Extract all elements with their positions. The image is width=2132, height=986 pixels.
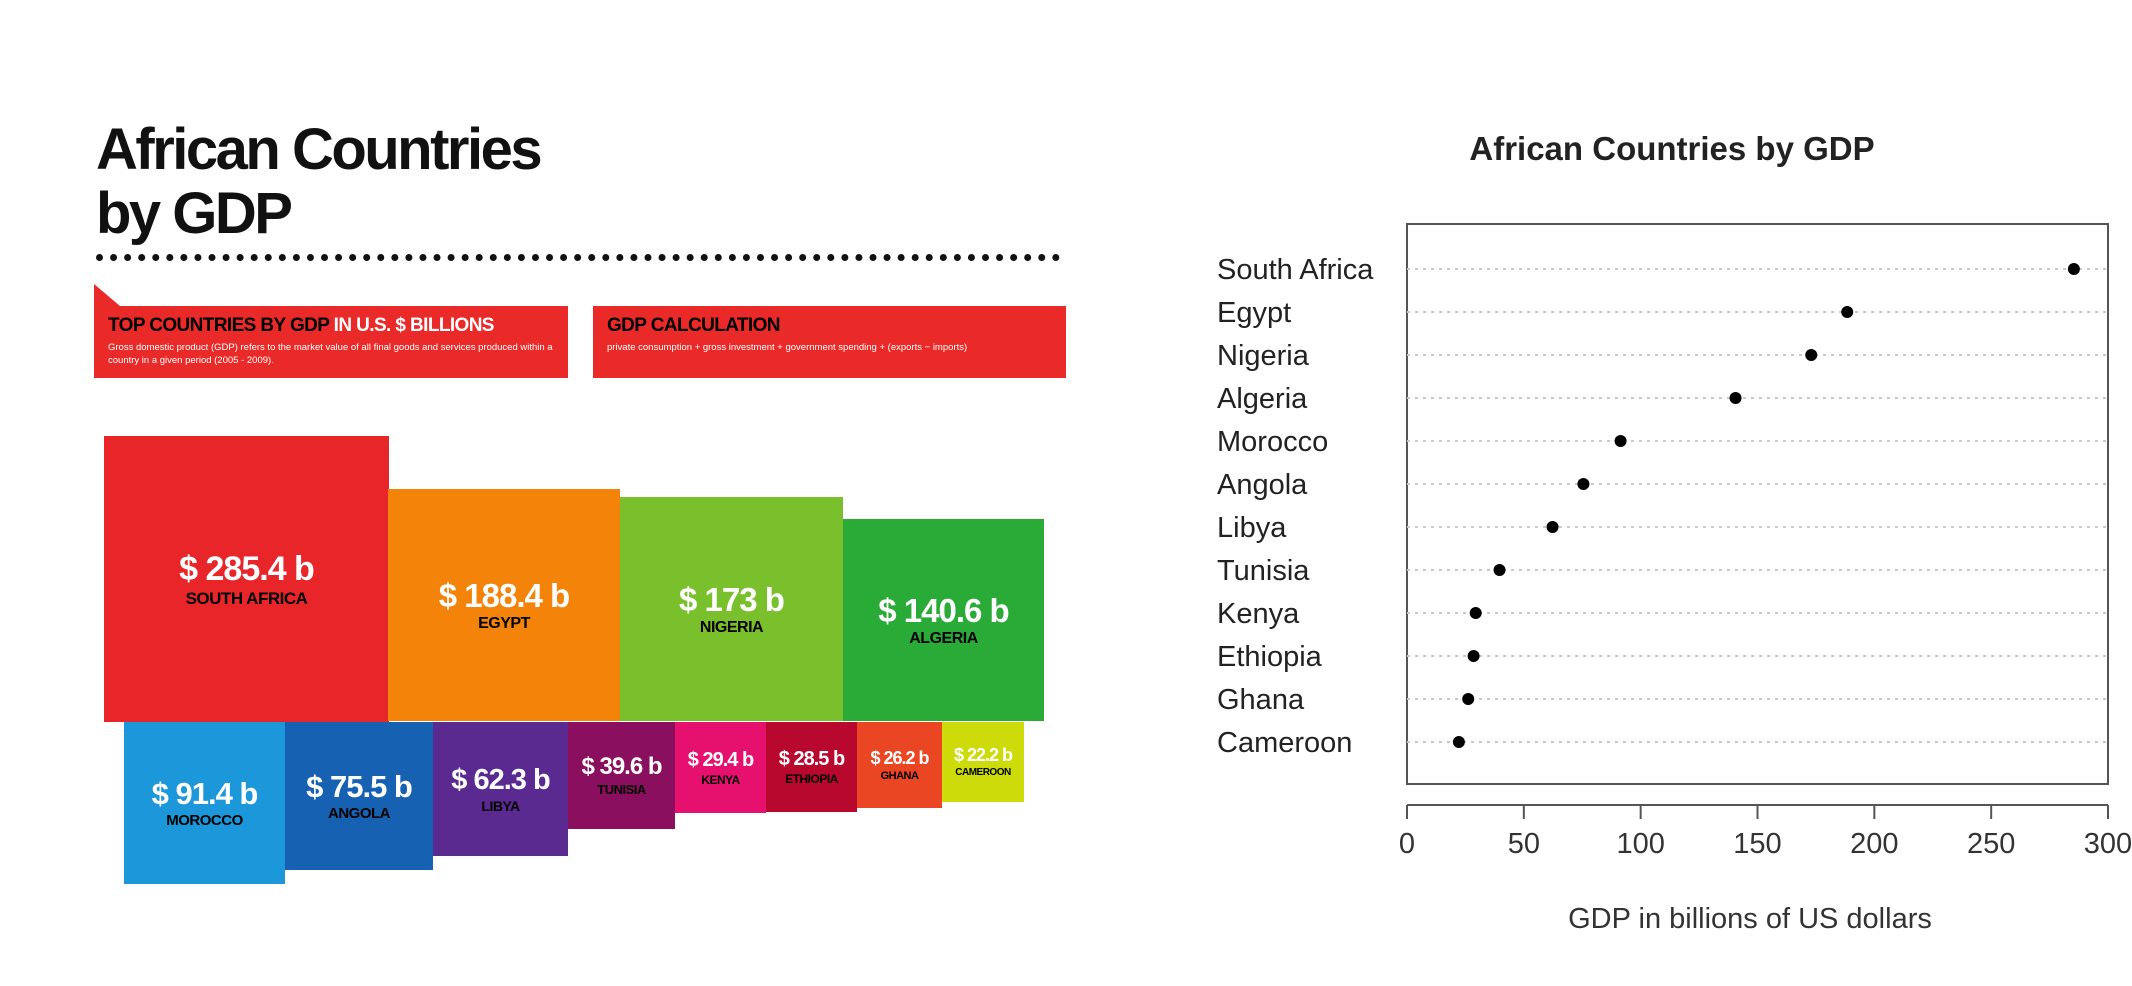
gdp-calculation-formula: private consumption + gross investment +… bbox=[607, 342, 968, 353]
gdp-block-country: NIGERIA bbox=[699, 618, 764, 636]
dot-chart-svg: African Countries by GDP South Africa Egy… bbox=[1217, 130, 2132, 935]
gdp-block-value: $ 173 b bbox=[679, 580, 785, 618]
gdp-block-value: $ 28.5 b bbox=[778, 748, 845, 770]
data-point-cameroon bbox=[1452, 736, 1465, 748]
gdp-definition-text: Gross domestic product (GDP) refers to t… bbox=[108, 342, 553, 366]
category-label-ethiopia: Ethiopia bbox=[1217, 641, 1323, 673]
x-tick-label-0: 0 bbox=[1399, 828, 1415, 860]
gdp-block-cameroon: $ 22.2 b CAMEROON bbox=[942, 722, 1024, 802]
infographic-title-line1: African Countries bbox=[96, 117, 543, 182]
category-labels: South Africa Egypt Nigeria Algeria Morocco An… bbox=[1217, 254, 1374, 759]
gdp-block-value: $ 140.6 b bbox=[878, 591, 1009, 629]
category-label-libya: Libya bbox=[1217, 512, 1287, 544]
gdp-block-country: SOUTH AFRICA bbox=[185, 588, 308, 608]
category-label-cameroon: Cameroon bbox=[1217, 727, 1352, 759]
gdp-block-country: GHANA bbox=[880, 769, 919, 782]
gdp-block-algeria: $ 140.6 b ALGERIA bbox=[843, 519, 1044, 721]
x-tick-label-200: 200 bbox=[1850, 828, 1898, 860]
data-point-egypt bbox=[1841, 306, 1854, 318]
category-label-egypt: Egypt bbox=[1217, 297, 1291, 329]
gdp-block-value: $ 75.5 b bbox=[306, 769, 413, 804]
gdp-block-egypt: $ 188.4 b EGYPT bbox=[388, 489, 620, 721]
gdp-calculation-heading: GDP CALCULATION bbox=[607, 315, 781, 336]
category-label-south-africa: South Africa bbox=[1217, 254, 1374, 286]
chart-title: African Countries by GDP bbox=[1469, 130, 1874, 167]
gdp-block-kenya: $ 29.4 b KENYA bbox=[675, 722, 766, 813]
gdp-block-morocco: $ 91.4 b MOROCCO bbox=[124, 722, 285, 884]
category-label-algeria: Algeria bbox=[1217, 383, 1308, 415]
gdp-block-south-africa: $ 285.4 b SOUTH AFRICA bbox=[104, 436, 389, 722]
gdp-block-value: $ 62.3 b bbox=[451, 763, 550, 796]
x-axis: 0 50 100 150 200 250 300 bbox=[1399, 804, 2132, 860]
category-label-tunisia: Tunisia bbox=[1217, 555, 1310, 587]
x-axis-label: GDP in billions of US dollars bbox=[1568, 903, 1932, 935]
gdp-calculation-banner: GDP CALCULATION private consumption + gr… bbox=[593, 306, 1066, 378]
top-countries-banner: TOP COUNTRIES BY GDP IN U.S. $ BILLIONS … bbox=[94, 284, 568, 378]
gdp-block-value: $ 285.4 b bbox=[179, 549, 315, 588]
gdp-block-value: $ 39.6 b bbox=[581, 753, 662, 780]
data-point-south-africa bbox=[2067, 263, 2080, 275]
data-point-morocco bbox=[1614, 435, 1627, 447]
data-point-angola bbox=[1577, 478, 1590, 490]
x-tick-label-150: 150 bbox=[1733, 828, 1781, 860]
infographic-title-line2: by GDP bbox=[96, 181, 293, 246]
gdp-block-country: ALGERIA bbox=[909, 629, 978, 647]
dot-chart: African Countries by GDP South Africa Egy… bbox=[1170, 0, 2132, 986]
category-label-angola: Angola bbox=[1217, 469, 1308, 501]
data-point-algeria bbox=[1729, 392, 1742, 404]
data-point-nigeria bbox=[1805, 349, 1818, 361]
infographic-title: African Countries by GDP bbox=[96, 117, 543, 246]
dotted-divider bbox=[96, 254, 1060, 261]
gdp-infographic: African Countries by GDP TOP COUNTRIES BY… bbox=[94, 117, 1066, 884]
banner-flag-tab bbox=[94, 284, 120, 306]
gdp-block-value: $ 26.2 b bbox=[870, 747, 929, 768]
gdp-block-value: $ 188.4 b bbox=[438, 576, 570, 614]
x-tick-label-250: 250 bbox=[1967, 828, 2015, 860]
gdp-block-country: LIBYA bbox=[481, 797, 520, 814]
gdp-block-angola: $ 75.5 b ANGOLA bbox=[285, 722, 433, 870]
category-label-morocco: Morocco bbox=[1217, 426, 1328, 458]
gdp-block-ethiopia: $ 28.5 b ETHIOPIA bbox=[766, 722, 857, 812]
x-tick-label-100: 100 bbox=[1616, 828, 1664, 860]
gdp-block-country: TUNISIA bbox=[597, 782, 646, 797]
x-tick-label-300: 300 bbox=[2084, 828, 2132, 860]
data-point-ethiopia bbox=[1467, 650, 1480, 662]
gdp-block-tunisia: $ 39.6 b TUNISIA bbox=[568, 722, 675, 829]
data-point-kenya bbox=[1469, 607, 1482, 619]
gdp-block-country: KENYA bbox=[701, 772, 740, 787]
category-label-kenya: Kenya bbox=[1217, 598, 1300, 630]
gdp-block-nigeria: $ 173 b NIGERIA bbox=[620, 497, 843, 721]
category-label-ghana: Ghana bbox=[1217, 684, 1305, 716]
gdp-block-value: $ 91.4 b bbox=[151, 776, 259, 811]
gdp-block-country: EGYPT bbox=[478, 614, 530, 632]
data-point-libya bbox=[1546, 521, 1559, 533]
gdp-block-country: MOROCCO bbox=[166, 812, 243, 829]
x-tick-label-50: 50 bbox=[1508, 828, 1540, 860]
data-points bbox=[1452, 263, 2080, 748]
top-countries-heading: TOP COUNTRIES BY GDP IN U.S. $ BILLIONS bbox=[108, 315, 556, 337]
gdp-block-country: CAMEROON bbox=[955, 767, 1011, 778]
top-countries-heading-white: IN U.S. $ BILLIONS bbox=[328, 315, 495, 336]
gdp-block-country: ETHIOPIA bbox=[785, 772, 838, 786]
category-label-nigeria: Nigeria bbox=[1217, 340, 1310, 372]
plot-frame bbox=[1406, 223, 2109, 785]
data-point-tunisia bbox=[1493, 564, 1506, 576]
gdp-block-libya: $ 62.3 b LIBYA bbox=[433, 722, 568, 856]
gdp-block-ghana: $ 26.2 b GHANA bbox=[857, 722, 942, 808]
grid-lines bbox=[1407, 268, 2108, 743]
gdp-block-value: $ 29.4 b bbox=[687, 748, 754, 771]
data-point-ghana bbox=[1462, 693, 1475, 705]
top-countries-heading-black: TOP COUNTRIES BY GDP bbox=[108, 315, 330, 336]
gdp-block-value: $ 22.2 b bbox=[953, 745, 1013, 765]
gdp-block-country: ANGOLA bbox=[328, 805, 391, 822]
